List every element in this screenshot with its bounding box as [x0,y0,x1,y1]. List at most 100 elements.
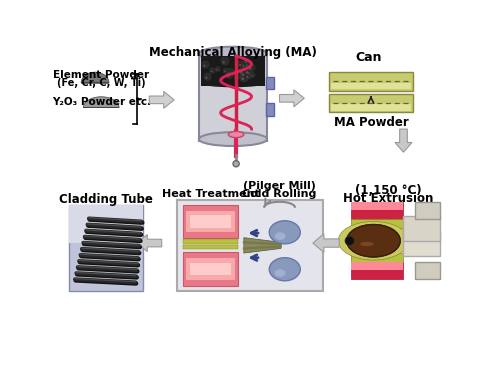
Circle shape [235,74,236,75]
Circle shape [345,236,354,245]
Bar [351,253,403,262]
Circle shape [224,71,226,72]
Circle shape [222,61,225,64]
Ellipse shape [270,221,300,244]
Circle shape [240,74,248,82]
Ellipse shape [270,258,300,281]
Circle shape [228,73,230,75]
Polygon shape [150,91,174,108]
Circle shape [226,68,234,77]
Bar [177,200,323,291]
Text: Can: Can [356,51,382,64]
Circle shape [204,73,211,80]
Circle shape [223,68,228,73]
Circle shape [245,61,246,63]
Circle shape [233,161,239,167]
Bar [330,104,411,111]
Bar [182,245,238,249]
Bar [199,52,267,141]
Circle shape [242,65,244,67]
Bar [190,215,230,228]
Text: Hot Extrusion: Hot Extrusion [343,192,433,205]
Circle shape [238,67,246,75]
Bar [182,205,238,238]
Bar [416,262,440,279]
Ellipse shape [338,222,408,260]
Bar [403,216,440,241]
Circle shape [239,64,241,66]
Circle shape [221,57,229,65]
Polygon shape [280,90,304,107]
Circle shape [236,77,237,78]
Circle shape [240,71,242,73]
Text: MA Powder: MA Powder [334,116,408,129]
Circle shape [234,74,240,80]
Circle shape [202,61,209,68]
Bar [329,72,413,91]
Bar [416,202,440,219]
Circle shape [242,78,244,80]
Circle shape [240,74,246,80]
Circle shape [216,69,218,71]
Polygon shape [395,129,412,152]
Text: Mechanical Alloying (MA): Mechanical Alloying (MA) [149,46,317,59]
Bar [351,202,403,210]
Circle shape [244,64,251,71]
Circle shape [216,67,220,71]
Circle shape [241,61,248,68]
Bar [190,263,230,275]
Ellipse shape [199,132,267,146]
Bar [351,262,403,279]
Bar [351,219,403,228]
Ellipse shape [274,269,285,277]
Text: Cold Rolling: Cold Rolling [242,189,316,199]
Text: (Fe, Cr, C, W, Ti): (Fe, Cr, C, W, Ti) [57,78,146,88]
Circle shape [248,64,255,71]
Polygon shape [84,97,119,108]
Ellipse shape [346,225,400,257]
Text: (1,150 °C): (1,150 °C) [354,184,422,197]
Circle shape [247,69,253,75]
Circle shape [250,73,255,78]
Polygon shape [313,234,339,252]
Circle shape [228,75,230,77]
Ellipse shape [199,47,267,61]
Ellipse shape [201,80,265,87]
Circle shape [242,74,244,76]
Circle shape [244,67,252,75]
Bar [329,94,413,112]
Bar [351,262,403,270]
Circle shape [239,67,246,74]
Circle shape [246,73,252,79]
Circle shape [206,77,208,79]
Circle shape [242,77,243,78]
Polygon shape [244,238,281,253]
Bar [266,77,274,89]
Circle shape [240,70,248,78]
Circle shape [246,67,248,70]
Circle shape [246,65,248,66]
Text: (Pilger Mill): (Pilger Mill) [243,181,316,191]
Circle shape [246,76,248,78]
Circle shape [226,73,232,78]
Ellipse shape [274,232,285,240]
Polygon shape [81,72,109,83]
Text: Element Powder: Element Powder [53,70,150,80]
Circle shape [245,62,250,67]
Bar [266,104,274,116]
Circle shape [249,68,252,70]
Bar [186,259,236,280]
Bar [68,205,143,291]
Bar [186,211,236,232]
Ellipse shape [346,225,400,257]
Bar [182,239,238,244]
Polygon shape [137,235,162,252]
Circle shape [246,71,248,74]
Circle shape [248,72,250,74]
Bar [351,202,403,219]
Bar [201,56,265,86]
Text: Heat Treatment: Heat Treatment [162,189,260,199]
Ellipse shape [360,242,374,246]
Circle shape [210,68,215,73]
Circle shape [244,58,250,64]
